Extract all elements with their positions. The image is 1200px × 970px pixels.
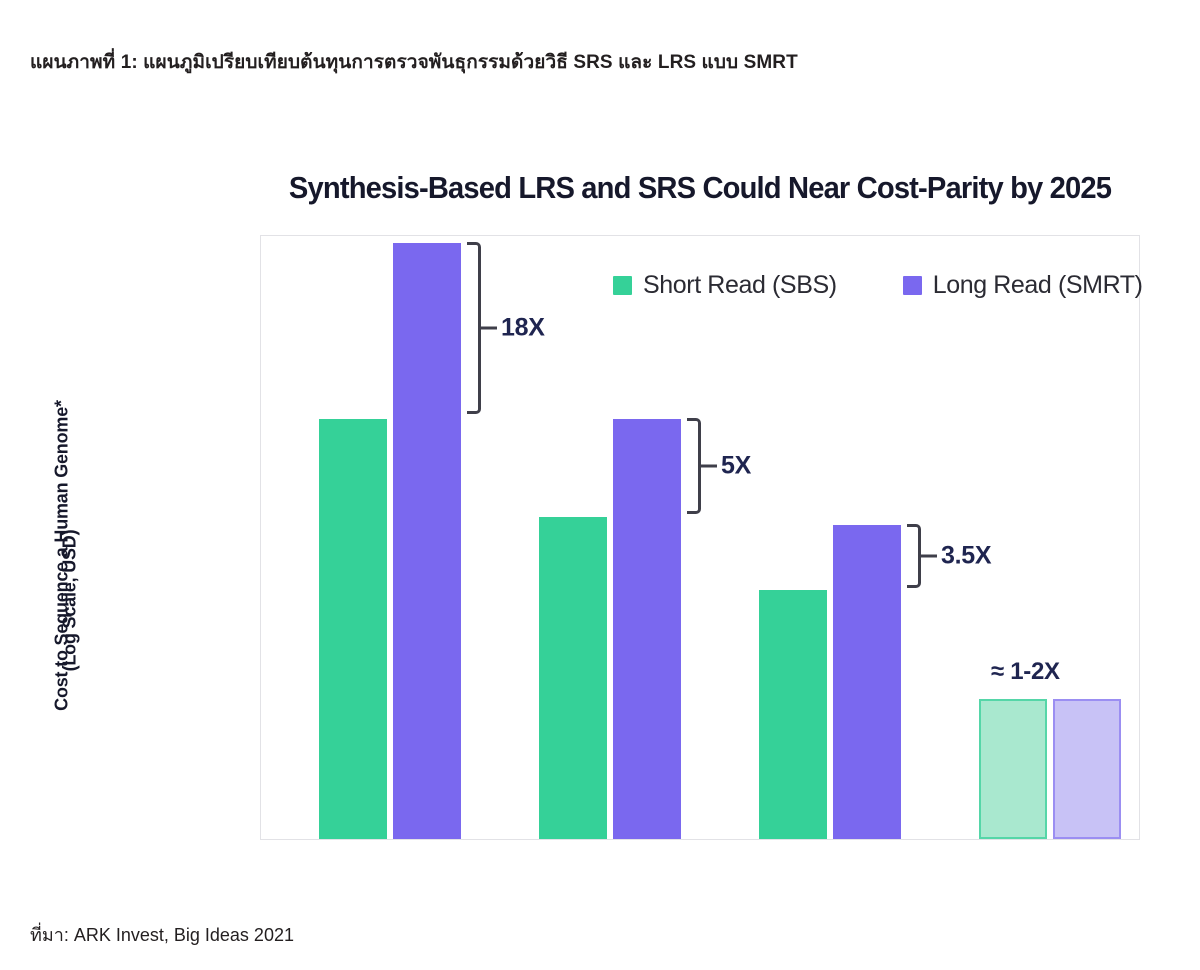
annotation-label-2010: 18X xyxy=(501,313,545,342)
bar-short-read-2015[interactable] xyxy=(539,517,607,839)
bar-short-read-2020[interactable] xyxy=(759,590,827,839)
legend-swatch-long-read xyxy=(902,276,922,295)
document-source: ที่มา: ARK Invest, Big Ideas 2021 xyxy=(30,925,294,945)
bar-long-read-2010[interactable] xyxy=(393,243,461,839)
annotation-bracket-2010 xyxy=(467,242,481,414)
annotation-stem-2020 xyxy=(921,554,937,558)
bar-short-read-2010[interactable] xyxy=(319,419,387,839)
legend-swatch-short-read xyxy=(613,276,632,295)
legend-item-short-read[interactable]: Short Read (SBS) xyxy=(613,271,837,300)
annotation-label-2020: 3.5X xyxy=(941,541,992,570)
bar-long-read-2025[interactable] xyxy=(1053,699,1121,839)
plot-area: Short Read (SBS) Long Read (SMRT) 18X 5X… xyxy=(260,235,1143,840)
bar-short-read-2025[interactable] xyxy=(979,699,1047,839)
y-axis-title-line2: (Log Scale, USD) xyxy=(59,529,80,672)
annotation-bracket-2015 xyxy=(687,418,701,514)
figure-container: Synthesis-Based LRS and SRS Could Near C… xyxy=(0,150,1200,910)
bar-long-read-2020[interactable] xyxy=(833,525,901,839)
legend-item-long-read[interactable]: Long Read (SMRT) xyxy=(902,271,1143,300)
annotation-label-2015: 5X xyxy=(721,451,751,480)
legend-label-long-read: Long Read (SMRT) xyxy=(932,271,1143,299)
annotation-stem-2015 xyxy=(701,464,717,468)
annotation-stem-2010 xyxy=(481,326,497,330)
chart-legend: Short Read (SBS) Long Read (SMRT) xyxy=(613,271,1143,300)
legend-label-short-read: Short Read (SBS) xyxy=(643,271,837,299)
bar-long-read-2015[interactable] xyxy=(613,419,681,839)
chart-title: Synthesis-Based LRS and SRS Could Near C… xyxy=(288,170,1112,205)
annotation-label-2025: ≈ 1-2X xyxy=(991,658,1060,685)
annotation-bracket-2020 xyxy=(907,524,921,588)
document-caption: แผนภาพที่ 1: แผนภูมิเปรียบเทียบต้นทุนการ… xyxy=(30,52,798,73)
